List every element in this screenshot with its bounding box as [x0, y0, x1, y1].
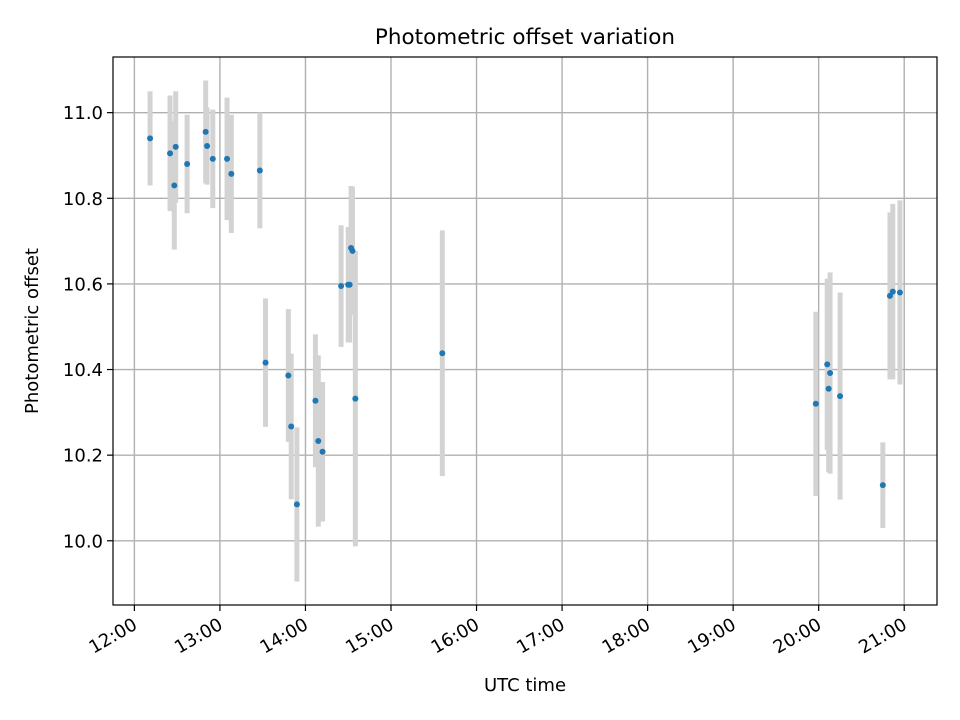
data-point	[825, 385, 832, 392]
x-tick-label: 12:00	[85, 614, 140, 658]
y-tick-label: 10.6	[63, 274, 103, 295]
errorbars	[147, 80, 903, 582]
data-point	[224, 155, 231, 162]
x-tick-label: 19:00	[684, 614, 739, 658]
data-point	[228, 170, 235, 177]
y-tick-label: 10.8	[63, 189, 103, 210]
data-point	[202, 128, 209, 135]
data-point	[824, 361, 831, 368]
data-point	[315, 438, 322, 445]
data-point	[837, 393, 844, 400]
y-axis-label: Photometric offset	[22, 248, 43, 414]
x-tick-label: 15:00	[342, 614, 397, 658]
data-point	[262, 359, 269, 366]
x-tick-label: 14:00	[257, 614, 312, 658]
data-point	[812, 400, 819, 407]
data-point	[312, 397, 319, 404]
data-point	[879, 482, 886, 489]
data-point	[285, 372, 292, 379]
chart-title: Photometric offset variation	[375, 25, 675, 50]
data-point	[349, 247, 356, 254]
data-point	[256, 167, 263, 174]
data-point	[338, 283, 345, 290]
x-axis-label: UTC time	[484, 675, 566, 696]
data-point	[319, 448, 326, 455]
plot-area	[112, 56, 938, 606]
data-point	[167, 150, 174, 157]
data-point	[439, 350, 446, 357]
grid	[113, 57, 937, 605]
data-point	[184, 161, 191, 168]
data-point	[147, 135, 154, 142]
data-point	[171, 182, 178, 189]
data-point	[172, 143, 179, 150]
data-point	[889, 288, 896, 295]
y-axis-ticks: 10.0 10.2 10.4 10.6 10.8 11.0	[63, 103, 113, 552]
data-point	[346, 281, 353, 288]
x-tick-label: 13:00	[171, 614, 226, 658]
data-point	[886, 292, 893, 299]
data-point	[827, 369, 834, 376]
x-axis-ticks: 12:00 13:00 14:00 15:00 16:00 17:00 18:00 19:00…	[85, 605, 911, 658]
data-point	[209, 155, 216, 162]
x-tick-label: 20:00	[770, 614, 825, 658]
y-tick-label: 10.0	[63, 531, 103, 552]
x-tick-label: 17:00	[513, 614, 568, 658]
data-points	[147, 128, 903, 508]
data-point	[204, 143, 211, 150]
x-tick-label: 16:00	[428, 614, 483, 658]
x-tick-label: 18:00	[599, 614, 654, 658]
data-point	[352, 395, 359, 402]
data-point	[288, 423, 295, 430]
y-tick-label: 10.4	[63, 360, 103, 381]
data-point	[896, 289, 903, 296]
y-tick-label: 10.2	[63, 446, 103, 467]
x-tick-label: 21:00	[855, 614, 910, 658]
y-tick-label: 11.0	[63, 103, 103, 124]
data-point	[293, 501, 300, 508]
